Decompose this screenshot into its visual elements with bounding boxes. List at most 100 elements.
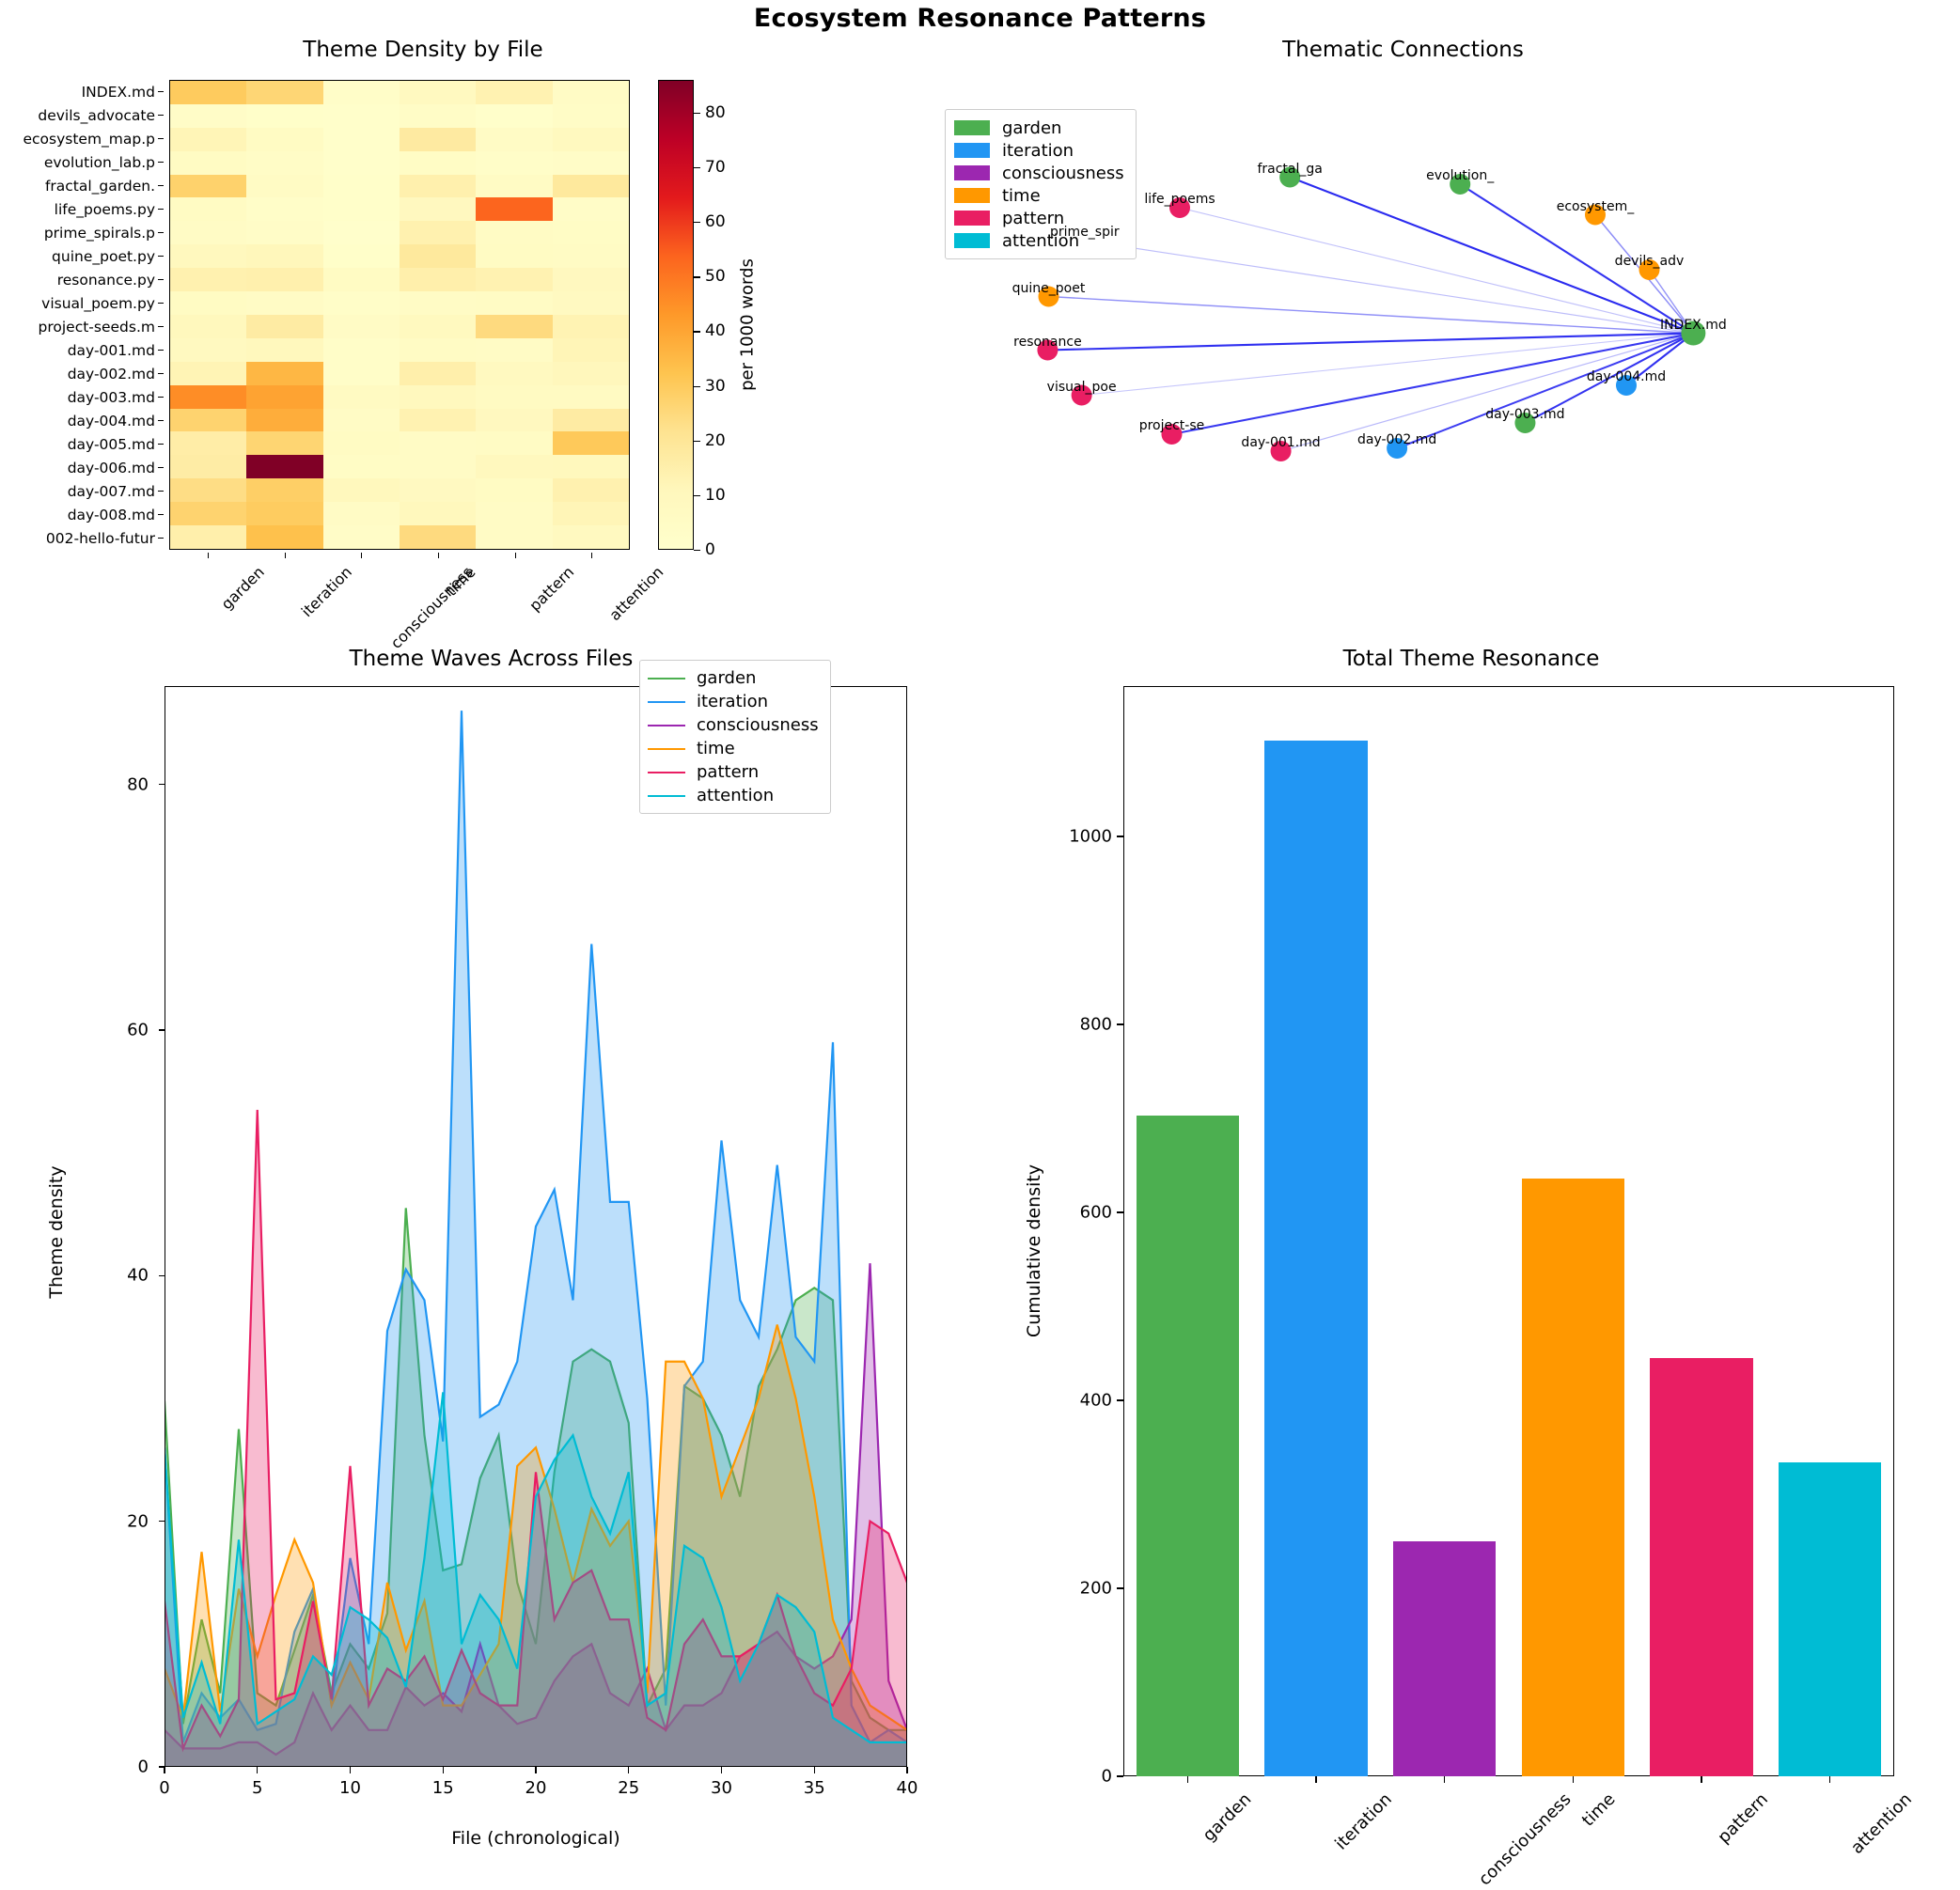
network-node[interactable] <box>1514 413 1536 433</box>
heatmap-cell <box>476 384 553 409</box>
figure-title: Ecosystem Resonance Patterns <box>753 4 1207 33</box>
heatmap-cell <box>246 81 323 104</box>
colorbar-tick <box>694 385 700 387</box>
heatmap-grid <box>169 80 630 550</box>
legend-item: consciousness <box>648 713 819 737</box>
network-panel: Thematic Connections garden iteration cons… <box>846 38 1960 620</box>
heatmap-cell <box>322 502 400 526</box>
heatmap-y-axis-labels: INDEX.md devils_advocate ecosystem_map.p ev… <box>0 80 164 550</box>
legend-swatch <box>954 143 990 158</box>
legend-label: pattern <box>697 762 760 782</box>
bar-category-label: time <box>1578 1789 1620 1831</box>
heatmap-cell <box>170 81 247 104</box>
network-node[interactable] <box>1584 204 1606 226</box>
network-node-label: day-004.md <box>1586 369 1667 384</box>
legend-item: pattern <box>648 760 819 784</box>
axis-tick <box>158 161 164 164</box>
legend-swatch <box>954 233 990 248</box>
legend-item: time <box>648 737 819 760</box>
y-tick-label: 1000 <box>1069 826 1112 847</box>
heatmap-cell <box>400 384 477 409</box>
heatmap-cell <box>552 408 629 432</box>
heatmap-cell <box>552 502 629 526</box>
network-node[interactable] <box>1681 320 1706 346</box>
network-node[interactable] <box>1071 384 1092 406</box>
bar-category-label: pattern <box>1714 1789 1772 1848</box>
legend-label: consciousness <box>1002 163 1124 183</box>
colorbar-tick-label: 10 <box>705 485 726 505</box>
colorbar-tick-label: 60 <box>705 212 726 232</box>
network-edge <box>1047 332 1694 351</box>
network-node[interactable] <box>1169 197 1191 218</box>
heatmap-cell <box>246 103 323 128</box>
network-node[interactable] <box>1279 166 1301 188</box>
heatmap-cell <box>322 268 400 292</box>
network-node[interactable] <box>1387 438 1408 459</box>
heatmap-cell <box>552 174 629 198</box>
heatmap-cell <box>170 384 247 409</box>
network-edge <box>1459 183 1694 335</box>
network-node[interactable] <box>1615 375 1637 396</box>
heatmap-cell <box>170 150 247 175</box>
heatmap-cell <box>170 314 247 338</box>
heatmap-cell <box>322 478 400 503</box>
heatmap-cell <box>170 502 247 526</box>
network-node-label: fractal_ga <box>1257 161 1323 177</box>
heatmap-cell <box>170 478 247 503</box>
network-node[interactable] <box>1450 174 1471 195</box>
legend-line <box>648 724 685 726</box>
legend-label: time <box>1002 185 1041 206</box>
x-tick-label: 10 <box>339 1778 361 1798</box>
heatmap-cell <box>322 431 400 456</box>
heatmap-row-label: devils_advocate <box>0 103 164 127</box>
network-node[interactable] <box>1037 339 1058 361</box>
heatmap-cell <box>476 502 553 526</box>
heatmap-cell <box>170 221 247 245</box>
heatmap-cell <box>322 221 400 245</box>
heatmap-cell <box>246 174 323 198</box>
heatmap-cell <box>322 455 400 479</box>
heatmap-cell <box>246 408 323 432</box>
colorbar-tick-label: 0 <box>705 540 715 559</box>
network-edge <box>1081 332 1694 397</box>
heatmap-cell <box>322 384 400 409</box>
legend-label: iteration <box>697 692 769 711</box>
heatmap-cell <box>400 244 477 269</box>
heatmap-cell <box>476 221 553 245</box>
heatmap-cell <box>322 525 400 549</box>
colorbar-tick <box>694 222 700 224</box>
legend-label: attention <box>697 786 775 805</box>
heatmap-cell <box>246 337 323 362</box>
network-node[interactable] <box>1270 441 1292 461</box>
axis-tick <box>159 783 165 786</box>
y-tick-label: 40 <box>127 1265 149 1286</box>
heatmap-cell <box>552 127 629 151</box>
axis-tick <box>361 553 363 558</box>
legend-item: iteration <box>648 690 819 713</box>
network-title: Thematic Connections <box>1282 38 1524 62</box>
network-node[interactable] <box>1161 424 1183 445</box>
network-graph <box>1037 166 1706 461</box>
legend-label: garden <box>697 668 757 688</box>
bar <box>1393 1541 1497 1776</box>
heatmap-row-label: day-004.md <box>0 409 164 432</box>
legend-label: time <box>697 739 735 758</box>
network-node[interactable] <box>1038 286 1059 307</box>
bar-category-label: attention <box>1846 1789 1916 1858</box>
heatmap-cell <box>322 244 400 269</box>
y-tick-label: 800 <box>1079 1014 1112 1035</box>
axis-tick <box>158 137 164 140</box>
heatmap-cell <box>476 408 553 432</box>
heatmap-cell <box>476 314 553 338</box>
network-node-label: quine_poet <box>1011 280 1086 296</box>
heatmap-cell <box>400 361 477 385</box>
axis-tick <box>158 419 164 422</box>
axis-tick <box>158 372 164 375</box>
bar <box>1650 1358 1753 1776</box>
legend-line <box>648 794 685 797</box>
bar <box>1779 1462 1882 1776</box>
heatmap-cell <box>170 525 247 549</box>
legend-item: time <box>954 184 1124 207</box>
heatmap-cell <box>246 384 323 409</box>
network-node[interactable] <box>1639 259 1660 280</box>
